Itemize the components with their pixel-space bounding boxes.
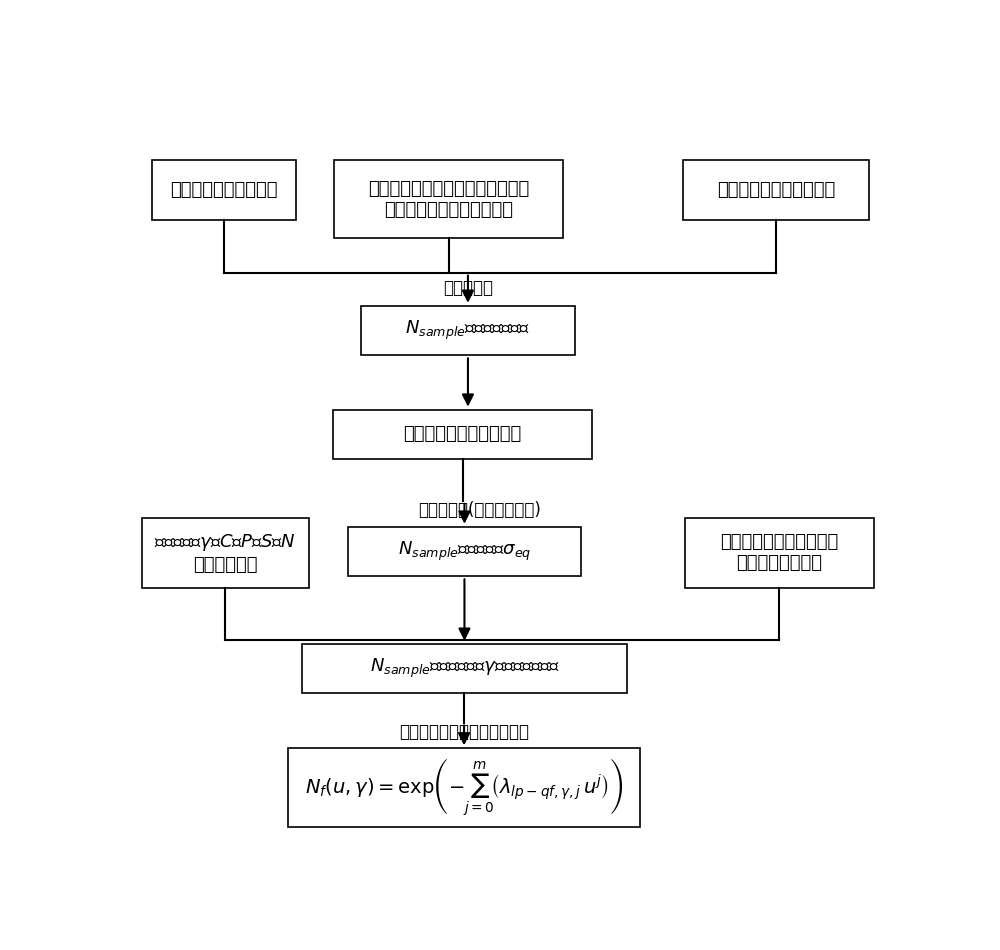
Text: $N_{sample}$组设计变量样本: $N_{sample}$组设计变量样本	[405, 319, 531, 342]
Text: 尺寸参数：长、宽、高: 尺寸参数：长、宽、高	[170, 181, 278, 200]
FancyBboxPatch shape	[683, 161, 869, 220]
Text: 外激励载荷：幅値、频率: 外激励载荷：幅値、频率	[717, 181, 835, 200]
FancyBboxPatch shape	[348, 526, 581, 577]
Text: $N_{sample}$个置信上限为$\gamma$的疲劳寿命样本: $N_{sample}$个置信上限为$\gamma$的疲劳寿命样本	[370, 656, 559, 680]
FancyBboxPatch shape	[361, 306, 574, 355]
FancyBboxPatch shape	[334, 161, 563, 238]
FancyBboxPatch shape	[685, 518, 874, 588]
Text: 对偶型最大熵分位値函数模型: 对偶型最大熵分位値函数模型	[399, 723, 529, 741]
Text: 叶片振动有限元数值仿真: 叶片振动有限元数值仿真	[403, 426, 522, 444]
FancyBboxPatch shape	[142, 518, 309, 588]
Text: 均匀设计表: 均匀设计表	[443, 279, 493, 296]
Text: 等效应力法(如应力场强法): 等效应力法(如应力场强法)	[419, 502, 541, 520]
Text: $N_{sample}$个等效应力$\sigma_{eq}$: $N_{sample}$个等效应力$\sigma_{eq}$	[398, 540, 531, 563]
FancyBboxPatch shape	[302, 643, 627, 694]
FancyBboxPatch shape	[333, 409, 592, 459]
Text: $N_f(u,\gamma)=\exp\!\left(-\sum_{j=0}^{m}\!\left(\lambda_{lp-qf,\gamma,j}\,u^{j: $N_f(u,\gamma)=\exp\!\left(-\sum_{j=0}^{…	[305, 757, 623, 818]
FancyBboxPatch shape	[152, 161, 296, 220]
Text: 材料参数：弹性模量、密度、疲劳
性能曲线可靠度、材料阻尼: 材料参数：弹性模量、密度、疲劳 性能曲线可靠度、材料阻尼	[368, 180, 529, 219]
Text: 置信上限为$\gamma$的$C$－$P$－$S$－$N$
疲劳曲线模型: 置信上限为$\gamma$的$C$－$P$－$S$－$N$ 疲劳曲线模型	[154, 532, 296, 574]
Text: 基于均匀设计表的疲劳性
能曲线可靠度样本: 基于均匀设计表的疲劳性 能曲线可靠度样本	[720, 534, 839, 572]
FancyBboxPatch shape	[288, 749, 640, 827]
